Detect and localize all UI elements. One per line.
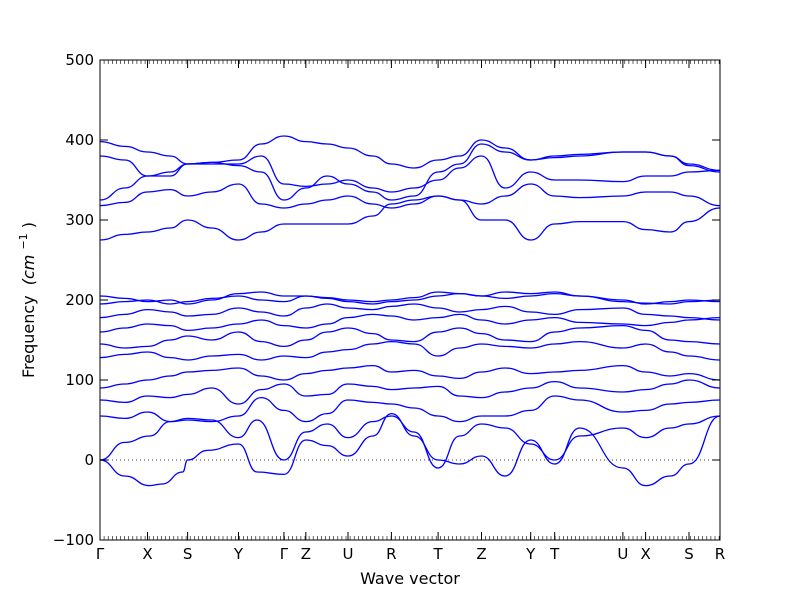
branch-16: [99, 140, 721, 201]
branch-3: [99, 395, 721, 423]
branch-12: [99, 195, 721, 241]
y-axis-label: Frequency (cm −1 ): [12, 222, 38, 378]
branch-13: [99, 183, 721, 209]
x-tick-label: Y: [525, 545, 536, 563]
branch-9: [99, 303, 721, 321]
branch-8: [99, 313, 721, 333]
branch-6: [99, 340, 721, 361]
branch-11: [99, 291, 721, 305]
x-tick-label: Z: [301, 545, 311, 563]
x-tick-label: X: [142, 545, 152, 563]
plot-frame: [99, 59, 721, 541]
x-tick-label: T: [549, 545, 560, 563]
x-tick-label: Γ: [96, 545, 105, 563]
y-tick-label: −100: [53, 531, 94, 549]
x-tick-label: S: [684, 545, 694, 563]
y-tick-label: 500: [65, 51, 94, 69]
branch-2: [99, 415, 721, 469]
x-tick-label: R: [386, 545, 396, 563]
x-tick-label: X: [640, 545, 650, 563]
branch-10: [99, 292, 721, 305]
x-tick-label: T: [433, 545, 444, 563]
svg-text:Frequency (cm −1: Frequency (cm −1 ): [12, 222, 38, 378]
y-tick-label: 0: [84, 451, 94, 469]
y-axis-label-text: Frequency: [19, 295, 38, 378]
x-tick-label: Γ: [280, 545, 289, 563]
x-tick-label: R: [715, 545, 725, 563]
y-axis-label-close: ): [19, 222, 38, 228]
x-axis-label: Wave vector: [360, 569, 460, 588]
y-tick-label: 300: [65, 211, 94, 229]
x-tick-label: Y: [233, 545, 244, 563]
branch-1: [99, 412, 721, 487]
y-tick-label: 200: [65, 291, 94, 309]
branch-5: [99, 364, 721, 389]
x-tick-label: U: [617, 545, 628, 563]
phonon-branches: [99, 135, 721, 487]
branch-7: [99, 324, 721, 349]
y-tick-label: 400: [65, 131, 94, 149]
x-tick-label: Z: [476, 545, 486, 563]
y-axis-label-exp: −1: [17, 233, 30, 249]
y-axis-label-unit: (cm: [19, 255, 38, 286]
y-ticks: −100 0 100 200 300 400 500: [53, 51, 720, 549]
branch-4: [99, 379, 721, 405]
y-tick-label: 100: [65, 371, 94, 389]
x-tick-label: S: [183, 545, 193, 563]
x-tick-label: U: [343, 545, 354, 563]
